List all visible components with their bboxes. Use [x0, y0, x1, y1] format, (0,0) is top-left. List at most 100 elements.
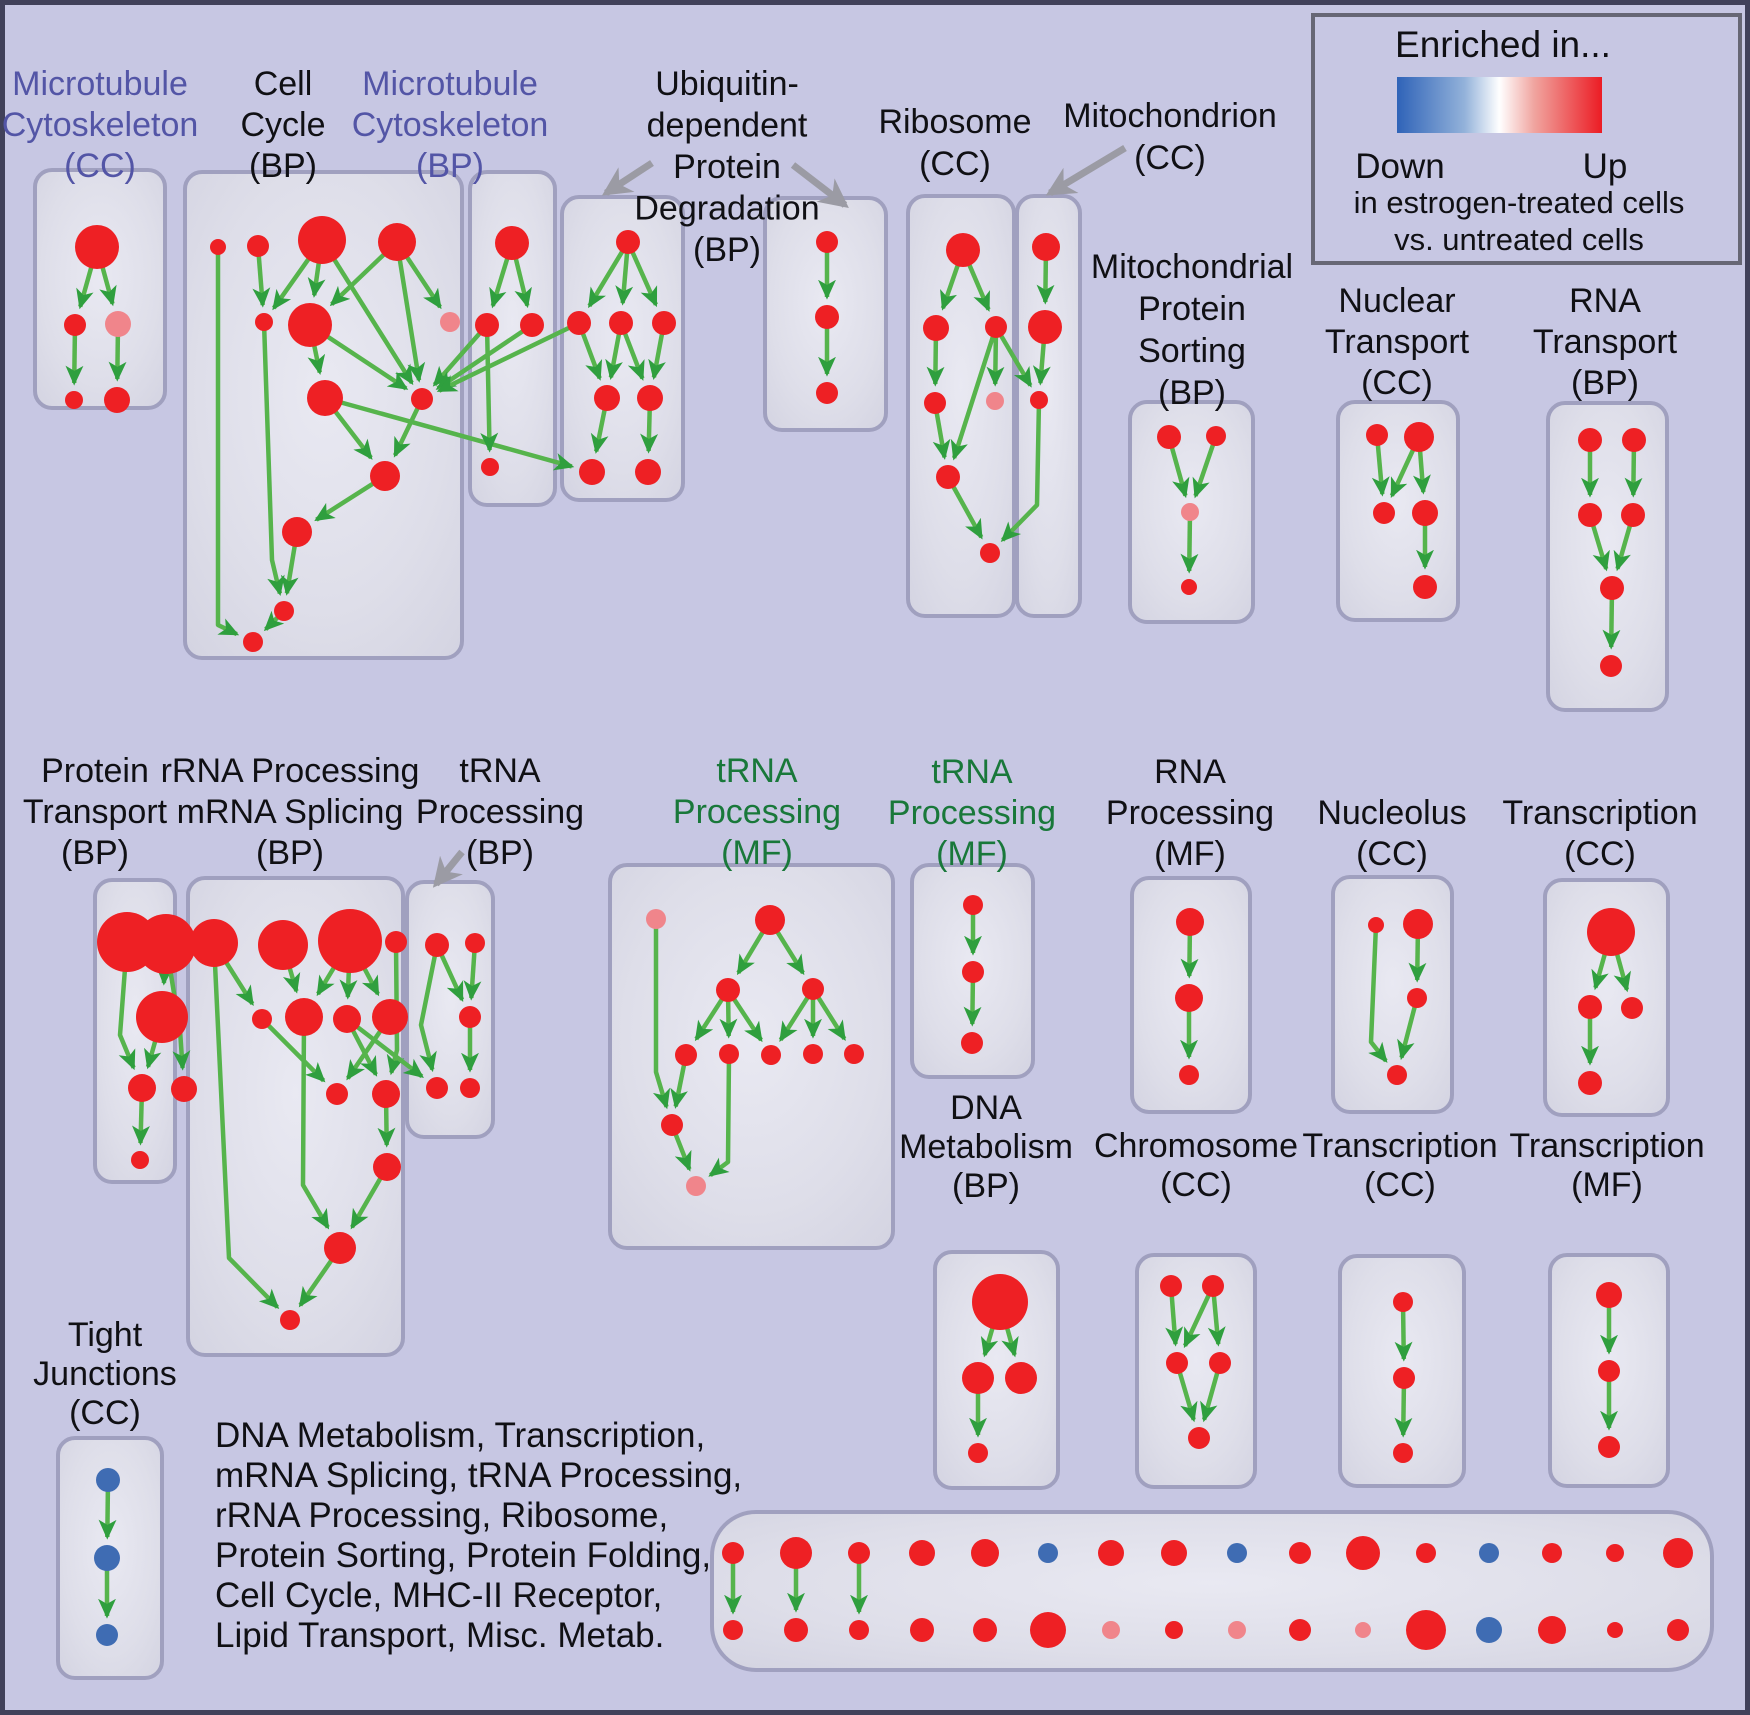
lbl-mitochondrion-line1: Mitochondrion — [1063, 97, 1277, 135]
go-term-node-mb3 — [481, 458, 499, 476]
lbl-rna-processing-line1: RNA — [1154, 753, 1226, 791]
go-term-node-n2 — [64, 314, 86, 336]
go-term-node-ch5 — [1188, 1427, 1210, 1449]
lbl-rna-processing-line3: (MF) — [1154, 835, 1226, 873]
go-term-node-nt5 — [1413, 575, 1437, 599]
go-term-node-dm2 — [962, 1362, 994, 1394]
arrow-to-ubiquitin-box1 — [601, 160, 654, 196]
edge-arrow — [652, 919, 671, 1110]
go-term-node-p3 — [136, 991, 188, 1043]
go-term-node-rt3 — [1578, 503, 1602, 527]
go-term-node-r8 — [372, 999, 408, 1035]
go-term-node-c7 — [440, 312, 460, 332]
lbl-nucleolus-line2: (CC) — [1356, 835, 1428, 873]
go-term-node-s7b — [1165, 1621, 1183, 1639]
go-term-node-p2 — [136, 914, 196, 974]
go-term-node-rb6 — [936, 465, 960, 489]
go-term-node-dm3 — [1005, 1362, 1037, 1394]
go-term-node-u3a — [594, 385, 620, 411]
go-term-node-tc4 — [1578, 1071, 1602, 1095]
lbl-dna-metabolism-line2: Metabolism — [899, 1128, 1073, 1166]
lbl-ribosome-line2: (CC) — [919, 145, 991, 183]
misc-categories-text-line2: mRNA Splicing, tRNA Processing, — [215, 1456, 742, 1495]
lbl-nuclear-transport-line3: (CC) — [1361, 364, 1433, 402]
arrow-to-mitochondrion-box — [1045, 144, 1127, 197]
go-term-node-v3 — [816, 382, 838, 404]
lbl-microtubule-cc-line1: Microtubule — [12, 65, 188, 103]
lbl-microtubule-bp-line2: Cytoskeleton — [352, 106, 549, 144]
misc-categories-text-line6: Lipid Transport, Misc. Metab. — [215, 1616, 664, 1655]
go-term-node-rt2 — [1622, 428, 1646, 452]
go-term-node-nt1 — [1366, 424, 1388, 446]
go-term-node-tj1 — [96, 1468, 120, 1492]
go-term-node-tc1 — [1587, 908, 1635, 956]
go-term-node-ch2 — [1202, 1275, 1224, 1297]
lbl-mito-sorting-line1: Mitochondrial — [1091, 248, 1293, 286]
lbl-mito-sorting-line2: Protein — [1138, 290, 1246, 328]
go-term-node-rb5 — [986, 392, 1004, 410]
legend-color-scale-bar — [1397, 77, 1602, 133]
go-term-node-s2t — [848, 1542, 870, 1564]
go-term-node-rb2 — [923, 315, 949, 341]
go-term-node-rt6 — [1600, 655, 1622, 677]
lbl-transcription-cc2-line1: Transcription — [1302, 1127, 1497, 1165]
lbl-rna-transport-line3: (BP) — [1571, 364, 1639, 402]
go-term-node-tb3 — [459, 1006, 481, 1028]
misc-categories-text-line1: DNA Metabolism, Transcription, — [215, 1416, 705, 1455]
edge-arrow — [386, 941, 405, 1076]
go-term-node-ms2 — [1206, 426, 1226, 446]
go-term-node-s11b — [1406, 1610, 1446, 1650]
go-term-node-ma — [495, 226, 529, 260]
go-term-node-u2c — [652, 311, 676, 335]
arrow-to-ubiquitin-box2 — [790, 162, 849, 208]
go-term-node-s10b — [1355, 1622, 1371, 1638]
go-term-node-r12 — [324, 1232, 356, 1264]
go-term-node-r10 — [372, 1080, 400, 1108]
edge-arrow — [1368, 924, 1388, 1063]
lbl-rna-processing-line2: Processing — [1106, 794, 1274, 832]
lbl-mitochondrion-line2: (CC) — [1134, 139, 1206, 177]
go-term-node-ms1 — [1157, 425, 1181, 449]
legend-box — [1311, 13, 1742, 265]
box-ubiquitin-1 — [560, 195, 685, 502]
go-term-node-tm1 — [646, 909, 666, 929]
misc-categories-text-line4: Protein Sorting, Protein Folding, — [215, 1536, 711, 1575]
lbl-transcription-cc2-line2: (CC) — [1364, 1166, 1436, 1204]
edge-arrow — [950, 326, 999, 461]
go-term-node-s0t — [722, 1542, 744, 1564]
go-term-node-p6 — [131, 1151, 149, 1169]
lbl-tight-junctions-line1: Tight — [68, 1316, 143, 1354]
go-term-node-s1t — [780, 1537, 812, 1569]
go-term-node-s11t — [1416, 1543, 1436, 1563]
go-term-node-u1 — [616, 230, 640, 254]
go-term-node-mt2 — [1028, 310, 1062, 344]
go-term-node-s14t — [1606, 1544, 1624, 1562]
lbl-microtubule-cc-line2: Cytoskeleton — [2, 106, 199, 144]
legend-title: Enriched in... — [1395, 24, 1611, 65]
go-term-node-s1b — [784, 1618, 808, 1642]
go-term-node-ms3 — [1181, 503, 1199, 521]
go-term-node-n3 — [105, 311, 131, 337]
go-term-node-u2b — [609, 311, 633, 335]
go-term-node-tm4 — [802, 978, 824, 1000]
go-term-node-s8b — [1228, 1621, 1246, 1639]
go-term-node-r7 — [333, 1005, 361, 1033]
go-term-node-tm3 — [716, 978, 740, 1002]
go-term-node-s15t — [1663, 1538, 1693, 1568]
go-term-node-p4 — [128, 1074, 156, 1102]
lbl-protein-transport-line3: (BP) — [61, 834, 129, 872]
go-term-node-r9 — [326, 1083, 348, 1105]
edge-arrow — [324, 395, 575, 471]
go-term-node-n5 — [104, 387, 130, 413]
edge-arrow — [436, 320, 580, 393]
arrow-to-trna-bp-box — [432, 849, 465, 888]
go-term-node-s6t — [1098, 1540, 1124, 1566]
go-term-node-tn2 — [962, 961, 984, 983]
go-term-node-u4a — [579, 459, 605, 485]
go-term-node-tm2 — [755, 905, 785, 935]
box-summary — [710, 1510, 1714, 1672]
go-term-node-dm1 — [972, 1274, 1028, 1330]
lbl-cell-cycle-line2: Cycle — [240, 106, 325, 144]
go-term-node-rp3 — [1179, 1065, 1199, 1085]
